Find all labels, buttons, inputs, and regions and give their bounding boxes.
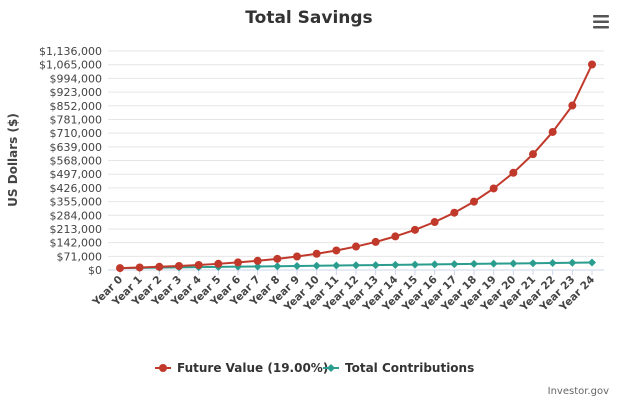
legend-item[interactable]: Total Contributions bbox=[323, 361, 474, 375]
y-tick-label: $71,000 bbox=[57, 250, 103, 263]
data-point[interactable] bbox=[588, 258, 596, 267]
data-point[interactable] bbox=[568, 101, 577, 110]
legend-label: Future Value (19.00%) bbox=[177, 361, 328, 375]
chart-title: Total Savings bbox=[245, 8, 372, 28]
data-point[interactable] bbox=[391, 232, 400, 241]
y-tick-label: $284,000 bbox=[50, 209, 103, 222]
series-group bbox=[116, 60, 596, 273]
data-point[interactable] bbox=[253, 256, 262, 265]
y-axis-label: US Dollars ($) bbox=[6, 113, 20, 207]
y-tick-label: $1,065,000 bbox=[39, 59, 102, 72]
y-tick-label: $994,000 bbox=[50, 72, 103, 85]
y-tick-label: $923,000 bbox=[50, 86, 103, 99]
credit-text[interactable]: Investor.gov bbox=[548, 386, 609, 397]
y-tick-label: $497,000 bbox=[50, 168, 103, 181]
data-point[interactable] bbox=[273, 262, 282, 271]
legend: Future Value (19.00%) Total Contributions bbox=[155, 361, 474, 375]
legend-marker bbox=[159, 364, 167, 372]
data-point[interactable] bbox=[411, 260, 419, 269]
data-point[interactable] bbox=[509, 168, 518, 177]
legend-marker bbox=[327, 364, 335, 372]
data-point[interactable] bbox=[332, 261, 341, 270]
y-tick-label: $639,000 bbox=[50, 141, 103, 154]
data-point[interactable] bbox=[273, 254, 282, 263]
data-point[interactable] bbox=[116, 264, 124, 273]
data-point[interactable] bbox=[194, 260, 203, 269]
data-point[interactable] bbox=[293, 261, 301, 270]
data-point[interactable] bbox=[214, 259, 223, 268]
grid-lines bbox=[108, 50, 604, 271]
y-tick-label: $0 bbox=[88, 264, 102, 277]
data-point[interactable] bbox=[135, 263, 144, 272]
data-point[interactable] bbox=[450, 260, 459, 269]
y-tick-label: $355,000 bbox=[50, 196, 103, 209]
hamburger-menu-icon[interactable] bbox=[590, 12, 612, 32]
data-point[interactable] bbox=[175, 261, 183, 270]
y-tick-label: $781,000 bbox=[50, 113, 103, 126]
y-axis-ticks: $0$71,000$142,000$213,000$284,000$355,00… bbox=[39, 45, 102, 277]
data-point[interactable] bbox=[312, 249, 321, 258]
data-point[interactable] bbox=[234, 258, 242, 267]
data-point[interactable] bbox=[529, 150, 537, 159]
data-point[interactable] bbox=[588, 60, 596, 69]
data-point[interactable] bbox=[430, 218, 439, 227]
data-point[interactable] bbox=[548, 258, 557, 267]
y-tick-label: $213,000 bbox=[50, 223, 103, 236]
data-point[interactable] bbox=[450, 208, 459, 217]
data-point[interactable] bbox=[529, 259, 537, 268]
data-point[interactable] bbox=[352, 242, 360, 251]
data-point[interactable] bbox=[371, 237, 380, 246]
data-point[interactable] bbox=[489, 259, 498, 268]
y-tick-label: $426,000 bbox=[50, 182, 103, 195]
legend-label: Total Contributions bbox=[345, 361, 474, 375]
data-point[interactable] bbox=[568, 258, 577, 267]
series-future-value-19-00 bbox=[116, 60, 596, 273]
y-tick-label: $568,000 bbox=[50, 155, 103, 168]
data-point[interactable] bbox=[411, 225, 419, 234]
data-point[interactable] bbox=[489, 184, 498, 193]
data-point[interactable] bbox=[312, 261, 321, 270]
data-point[interactable] bbox=[548, 127, 557, 136]
y-tick-label: $852,000 bbox=[50, 100, 103, 113]
data-point[interactable] bbox=[371, 261, 380, 270]
data-point[interactable] bbox=[352, 261, 360, 270]
data-point[interactable] bbox=[253, 262, 262, 271]
legend-item[interactable]: Future Value (19.00%) bbox=[155, 361, 328, 375]
y-tick-label: $1,136,000 bbox=[39, 45, 102, 58]
data-point[interactable] bbox=[155, 262, 164, 271]
data-point[interactable] bbox=[293, 252, 301, 261]
data-point[interactable] bbox=[391, 260, 400, 269]
data-point[interactable] bbox=[332, 246, 341, 255]
y-tick-label: $710,000 bbox=[50, 127, 103, 140]
data-point[interactable] bbox=[509, 259, 518, 268]
data-point[interactable] bbox=[430, 260, 439, 269]
data-point[interactable] bbox=[470, 259, 478, 268]
series-line bbox=[119, 64, 593, 270]
data-point[interactable] bbox=[470, 197, 478, 206]
y-tick-label: $142,000 bbox=[50, 237, 103, 250]
